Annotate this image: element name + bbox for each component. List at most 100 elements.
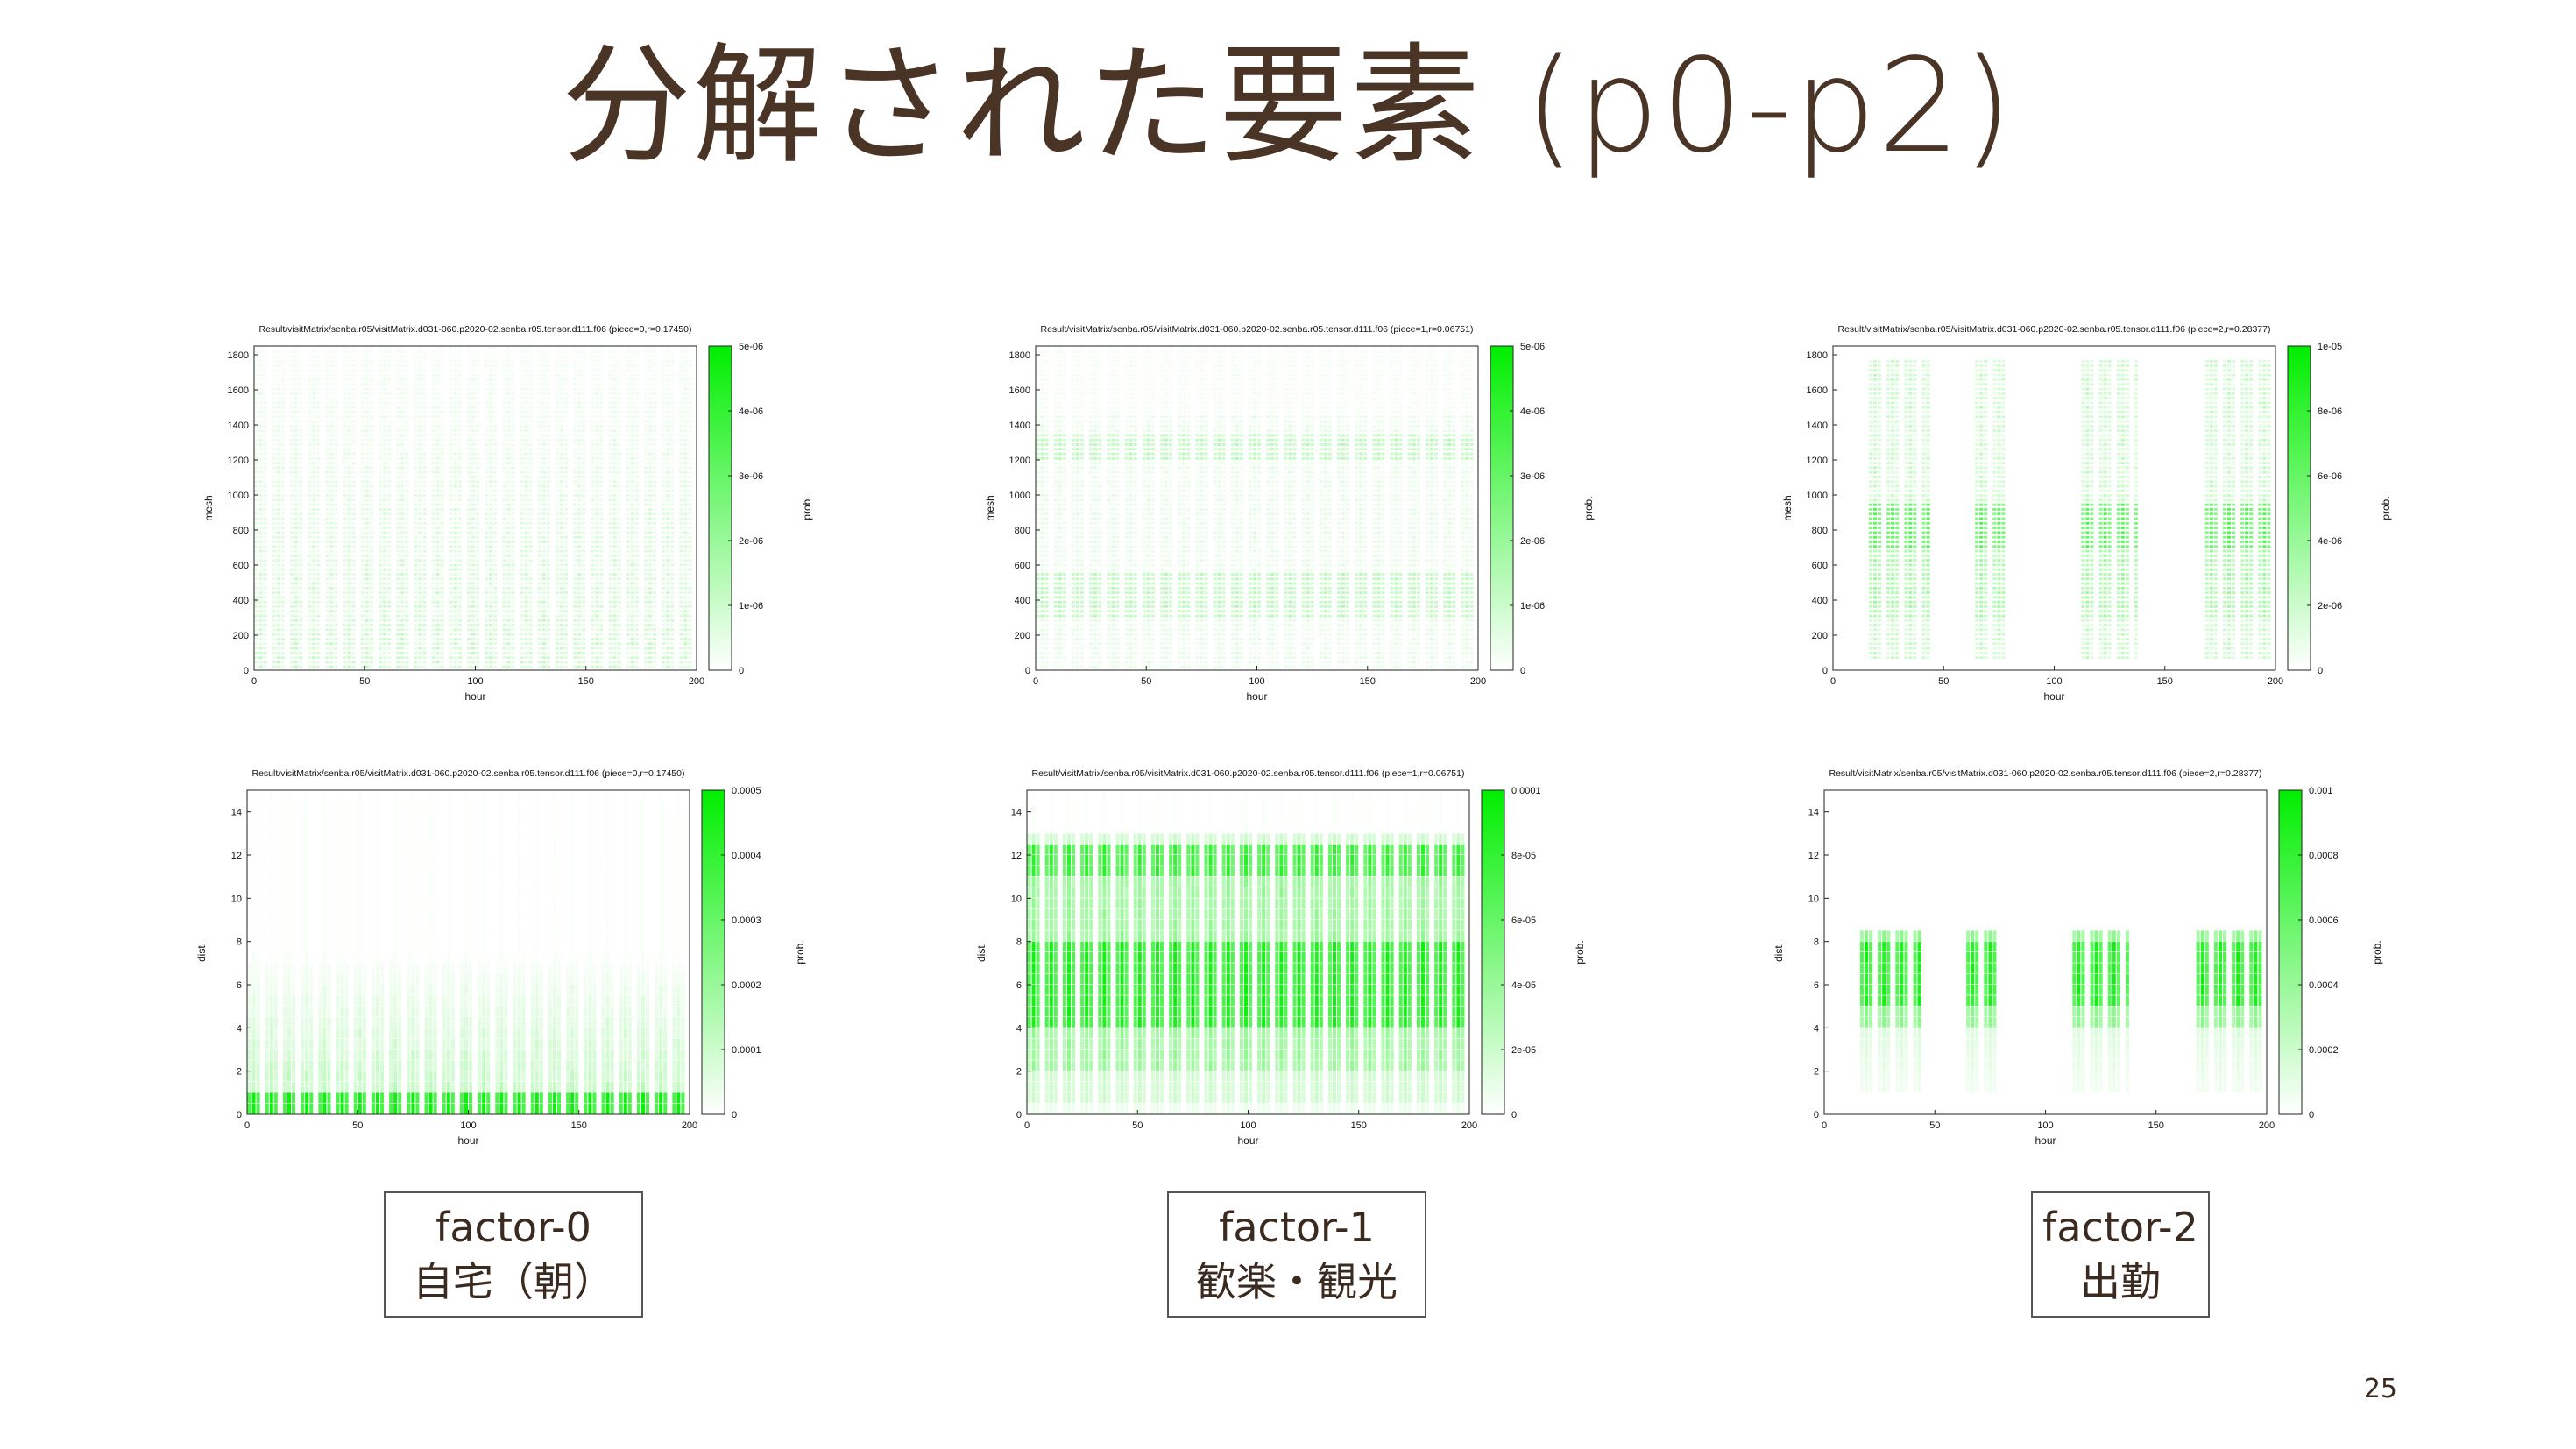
heat-cell bbox=[653, 624, 657, 627]
heat-cell bbox=[382, 503, 386, 506]
heat-cell bbox=[577, 456, 582, 460]
heat-cell bbox=[617, 392, 621, 395]
heat-cell bbox=[254, 591, 258, 595]
heat-cell bbox=[334, 545, 338, 548]
heat-cell bbox=[653, 596, 657, 599]
heat-cell bbox=[422, 397, 427, 400]
heat-cell bbox=[617, 424, 621, 428]
heat-cell bbox=[626, 614, 630, 618]
heat-cell bbox=[453, 503, 457, 506]
heat-cell bbox=[564, 647, 569, 650]
heat-cell bbox=[476, 355, 480, 358]
heat-cell bbox=[378, 535, 382, 539]
heat-cell bbox=[595, 406, 599, 409]
heat-cell bbox=[289, 350, 294, 354]
heat-cell bbox=[608, 573, 612, 576]
heat-cell bbox=[502, 420, 506, 423]
heat-cell bbox=[325, 563, 329, 567]
heat-cell bbox=[254, 638, 258, 640]
heat-cell bbox=[471, 373, 475, 377]
heat-cell bbox=[347, 438, 351, 442]
heat-cell bbox=[643, 512, 648, 516]
heat-cell bbox=[387, 535, 392, 539]
heat-cell bbox=[294, 438, 298, 442]
heat-cell bbox=[626, 397, 630, 400]
heat-cell bbox=[612, 462, 617, 465]
heat-cell bbox=[431, 429, 435, 433]
heat-cell bbox=[537, 535, 541, 539]
heat-cell bbox=[555, 651, 559, 654]
heat-cell bbox=[382, 600, 386, 604]
heat-cell bbox=[325, 582, 329, 585]
heat-cell bbox=[524, 554, 528, 557]
heat-cell bbox=[431, 420, 435, 423]
heat-cell bbox=[573, 586, 577, 590]
heat-cell bbox=[369, 373, 373, 377]
heat-cell bbox=[541, 503, 546, 506]
heat-cell bbox=[599, 521, 604, 525]
heat-cell bbox=[511, 577, 515, 581]
heat-cell bbox=[276, 586, 280, 590]
heat-cell bbox=[299, 591, 303, 595]
heat-cell bbox=[312, 373, 316, 377]
heat-cell bbox=[466, 549, 471, 553]
heat-cell bbox=[595, 438, 599, 442]
heat-cell bbox=[524, 582, 528, 585]
heat-cell bbox=[573, 420, 577, 423]
heat-cell bbox=[608, 549, 612, 553]
heat-cell bbox=[493, 498, 498, 502]
heat-cell bbox=[489, 346, 493, 349]
heat-cell bbox=[263, 614, 267, 618]
heat-cell bbox=[405, 605, 409, 608]
heat-cell bbox=[591, 456, 595, 460]
heat-cell bbox=[591, 596, 595, 599]
heat-cell bbox=[670, 633, 675, 636]
heat-cell bbox=[612, 420, 617, 423]
heat-cell bbox=[511, 356, 514, 358]
heat-cell bbox=[626, 508, 630, 511]
heat-cell bbox=[506, 563, 511, 567]
heat-cell bbox=[653, 480, 657, 484]
heat-cell bbox=[546, 508, 550, 511]
heat-cell bbox=[556, 364, 559, 367]
heat-cell bbox=[643, 568, 648, 571]
heat-cell bbox=[634, 508, 639, 511]
heat-cell bbox=[334, 456, 338, 460]
heat-cell bbox=[453, 610, 457, 613]
heat-cell bbox=[422, 429, 427, 433]
heat-cell bbox=[414, 573, 418, 576]
heat-cell bbox=[546, 462, 550, 465]
heat-cell bbox=[387, 665, 392, 668]
heat-cell bbox=[485, 498, 489, 502]
heat-cell bbox=[582, 521, 586, 525]
heat-cell bbox=[528, 484, 533, 488]
heat-cell bbox=[599, 383, 604, 386]
heat-cell bbox=[634, 614, 639, 618]
heat-cell bbox=[612, 596, 617, 599]
heat-cell bbox=[329, 438, 334, 442]
heat-cell bbox=[559, 573, 563, 576]
heat-cell bbox=[334, 563, 338, 567]
heat-cell bbox=[662, 605, 666, 608]
heat-cell bbox=[294, 633, 298, 636]
heat-cell bbox=[435, 512, 440, 516]
heat-cell bbox=[272, 508, 276, 511]
heat-cell bbox=[634, 545, 639, 548]
heat-cell bbox=[489, 448, 493, 451]
heat-cell bbox=[528, 397, 533, 400]
heat-cell bbox=[555, 401, 559, 405]
heat-cell bbox=[351, 406, 356, 409]
heat-cell bbox=[351, 614, 356, 618]
heat-cell bbox=[435, 633, 440, 636]
heat-cell bbox=[493, 512, 498, 516]
heat-cell bbox=[471, 642, 475, 646]
heat-cell bbox=[537, 484, 541, 488]
heat-cell bbox=[511, 448, 515, 451]
heat-cell bbox=[595, 563, 599, 567]
heat-cell bbox=[528, 359, 533, 363]
heat-cell bbox=[559, 383, 563, 386]
heat-cell bbox=[289, 517, 294, 520]
heat-cell bbox=[666, 527, 670, 530]
heat-cell bbox=[555, 610, 559, 613]
heat-cell bbox=[276, 429, 280, 433]
